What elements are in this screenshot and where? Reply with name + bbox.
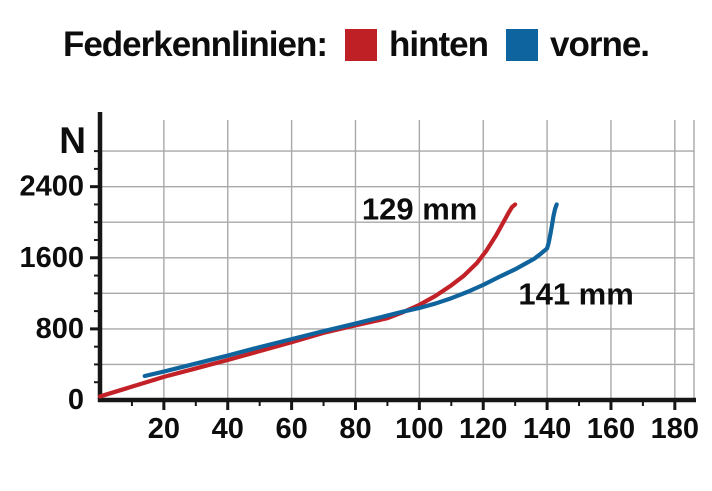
series-hinten-line [97, 202, 518, 399]
x-tick-label: 60 [275, 413, 307, 445]
x-tick-label: 160 [587, 413, 635, 445]
y-tick-label: 1600 [19, 242, 84, 274]
x-tick-label: 40 [212, 413, 244, 445]
x-tick-label: 20 [148, 413, 180, 445]
x-tick-label: 120 [459, 413, 507, 445]
x-tick-label: 140 [523, 413, 571, 445]
y-tick-label: 0 [68, 384, 84, 416]
series-vorne-line [142, 202, 559, 379]
legend-label-vorne: vorne. [550, 25, 650, 64]
legend-label-hinten: hinten [389, 25, 489, 64]
annotation-vorne: 141 mm [518, 277, 633, 312]
y-tick-label: 800 [36, 313, 84, 345]
legend-swatch-hinten [345, 29, 378, 61]
annotation-hinten: 129 mm [362, 191, 477, 226]
legend-swatch-vorne [506, 29, 538, 61]
x-tick-label: 80 [339, 413, 371, 445]
chart-title-text: Federkennlinien: [62, 25, 328, 64]
y-axis-unit-label: N [59, 120, 86, 161]
x-tick-label: 180 [651, 413, 699, 445]
y-tick-label: 2400 [19, 171, 84, 203]
chart-title-row: Federkennlinien: hinten vorne. [0, 22, 712, 68]
x-tick-label: 100 [395, 413, 443, 445]
